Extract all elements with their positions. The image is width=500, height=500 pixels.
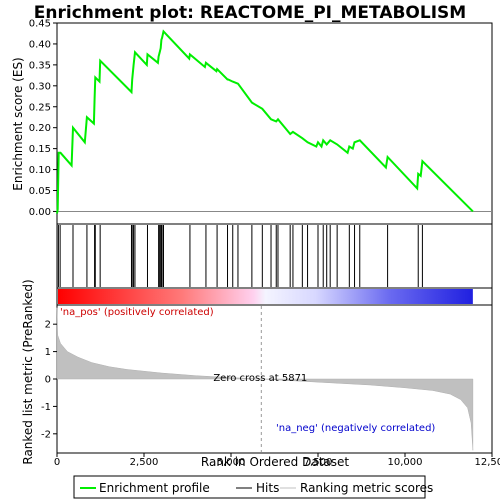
x-tick-label: 7,500 <box>304 457 333 468</box>
enrichment-y-tick-label: 0.45 <box>29 19 51 30</box>
x-axis-label: Rank in Ordered Dataset <box>201 455 349 469</box>
negative-correlation-label: 'na_neg' (negatively correlated) <box>276 423 435 434</box>
x-tick-label: 10,000 <box>388 457 423 468</box>
legend-box <box>73 475 426 499</box>
ranked-metric-y-tick-label: 0 <box>45 375 51 386</box>
enrichment-y-ticks: 0.00 0.05 0.10 0.15 0.20 0.25 0.30 0.35 0.40 0.45 <box>29 19 57 218</box>
enrichment-y-tick-label: 0.20 <box>29 123 51 134</box>
enrichment-y-tick-label: 0.10 <box>29 165 51 176</box>
enrichment-y-tick-label: 0.30 <box>29 81 51 92</box>
zero-cross-label: Zero cross at 5871 <box>213 373 307 384</box>
chart-title: Enrichment plot: REACTOME_PI_METABOLISM <box>34 3 466 23</box>
legend-hits-label: Hits <box>256 481 279 495</box>
enrichment-y-axis-label: Enrichment score (ES) <box>11 57 25 190</box>
hits-frame <box>56 223 493 289</box>
ranked-metric-y-tick-label: 1 <box>45 347 51 358</box>
ranked-metric-y-tick-label: -1 <box>41 402 51 413</box>
x-axis-ticks: 0 2,500 5,000 7,500 10,000 12,500 <box>54 453 500 468</box>
legend-ranking-label: Ranking metric scores <box>300 481 433 495</box>
rank-colorbar-panel <box>56 287 493 306</box>
positive-correlation-label: 'na_pos' (positively correlated) <box>60 307 214 318</box>
enrichment-y-tick-label: 0.25 <box>29 102 51 113</box>
hit-marks <box>57 225 423 287</box>
enrichment-y-tick-label: 0.15 <box>29 144 51 155</box>
ranked-metric-panel: Zero cross at 5871 'na_pos' (positively … <box>21 279 500 469</box>
enrichment-y-tick-label: 0.35 <box>29 60 51 71</box>
enrichment-y-tick-label: 0.05 <box>29 186 51 197</box>
ranked-metric-y-tick-label: 2 <box>45 320 51 331</box>
x-tick-label: 2,500 <box>130 457 159 468</box>
x-tick-label: 12,500 <box>475 457 500 468</box>
legend-enrichment-label: Enrichment profile <box>99 481 210 495</box>
ranked-metric-y-ticks: -2 -1 0 1 2 <box>41 320 57 440</box>
x-tick-label: 5,000 <box>217 457 246 468</box>
x-tick-label: 0 <box>54 457 60 468</box>
rank-colorbar <box>58 289 473 304</box>
enrichment-y-tick-label: 0.00 <box>29 207 51 218</box>
enrichment-panel: 0.00 0.05 0.10 0.15 0.20 0.25 0.30 0.35 0.40 0.45… <box>11 19 493 225</box>
ranked-metric-y-axis-label: Ranked list metric (PreRanked) <box>21 279 35 464</box>
legend: Enrichment profile Hits Ranking metric s… <box>73 475 433 499</box>
ranked-metric-y-tick-label: -2 <box>41 429 51 440</box>
enrichment-profile-line <box>56 29 474 214</box>
hits-panel <box>56 223 493 289</box>
enrichment-plot-frame <box>56 22 493 225</box>
enrichment-y-tick-label: 0.40 <box>29 39 51 50</box>
